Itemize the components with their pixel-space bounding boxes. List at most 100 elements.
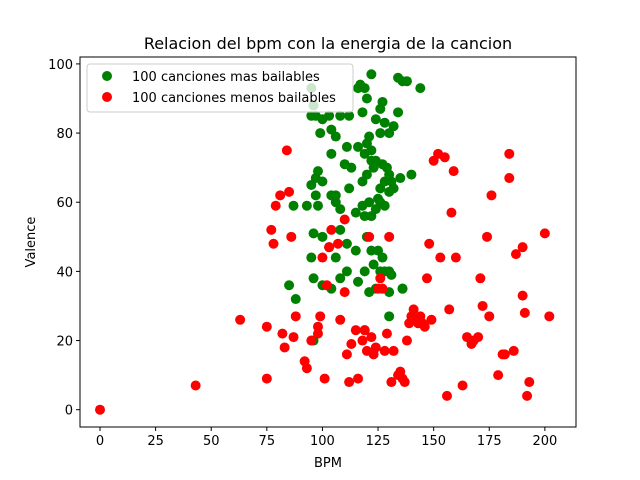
points-layer <box>95 69 555 415</box>
data-point-series-1 <box>401 76 412 87</box>
data-point-series-1 <box>377 96 388 107</box>
data-point-series-1 <box>344 110 355 121</box>
data-point-series-2 <box>284 186 295 197</box>
data-point-series-1 <box>341 238 352 249</box>
data-point-series-2 <box>517 290 528 301</box>
y-axis-label: Valence <box>24 217 39 268</box>
data-point-series-1 <box>384 186 395 197</box>
data-point-series-1 <box>290 294 301 305</box>
data-point-series-2 <box>508 345 519 356</box>
data-point-series-2 <box>477 300 488 311</box>
y-axis: 0 20 40 60 80 100 <box>48 58 80 419</box>
data-point-series-2 <box>399 377 410 388</box>
data-point-series-1 <box>312 200 323 211</box>
data-point-series-2 <box>312 321 323 332</box>
data-point-series-1 <box>359 83 370 94</box>
data-point-series-2 <box>190 380 201 391</box>
data-point-series-1 <box>393 107 404 118</box>
data-point-series-2 <box>499 349 510 360</box>
data-point-series-1 <box>324 110 335 121</box>
data-point-series-2 <box>435 252 446 263</box>
data-point-series-1 <box>341 141 352 152</box>
data-point-series-1 <box>346 162 357 173</box>
data-point-series-2 <box>375 273 386 284</box>
x-tick-label: 25 <box>147 434 164 449</box>
x-axis: 0 25 50 75 100 125 150 175 200 <box>96 427 557 449</box>
data-point-series-2 <box>357 335 368 346</box>
y-tick-label: 20 <box>56 335 73 350</box>
data-point-series-2 <box>339 287 350 298</box>
data-point-series-2 <box>504 173 515 184</box>
data-point-series-1 <box>406 169 417 180</box>
data-point-series-2 <box>517 242 528 253</box>
data-point-series-2 <box>335 314 346 325</box>
data-point-series-2 <box>457 380 468 391</box>
legend-marker-menos-bailables <box>102 92 112 102</box>
data-point-series-2 <box>324 242 335 253</box>
legend-label-menos-bailables: 100 canciones menos bailables <box>132 91 336 106</box>
legend: 100 canciones mas bailables 100 cancione… <box>86 63 354 113</box>
chart-title: Relacion del bpm con la energia de la ca… <box>144 34 512 53</box>
data-point-series-2 <box>364 231 375 242</box>
data-point-series-1 <box>368 259 379 270</box>
data-point-series-2 <box>317 252 328 263</box>
data-point-series-2 <box>450 252 461 263</box>
data-point-series-2 <box>379 345 390 356</box>
data-point-series-1 <box>361 93 372 104</box>
legend-label-bailables: 100 canciones mas bailables <box>132 70 320 85</box>
data-point-series-2 <box>326 224 337 235</box>
y-tick-label: 60 <box>56 196 73 211</box>
data-point-series-2 <box>421 273 432 284</box>
x-tick-label: 75 <box>259 434 276 449</box>
x-tick-label: 150 <box>421 434 446 449</box>
data-point-series-2 <box>266 224 277 235</box>
data-point-series-2 <box>519 307 530 318</box>
data-point-series-2 <box>277 328 288 339</box>
data-point-series-2 <box>301 363 312 374</box>
y-tick-label: 80 <box>56 127 73 142</box>
data-point-series-1 <box>284 280 295 291</box>
data-point-series-1 <box>335 204 346 215</box>
data-point-series-2 <box>370 342 381 353</box>
data-point-series-2 <box>444 304 455 315</box>
data-point-series-2 <box>333 238 344 249</box>
data-point-series-2 <box>235 314 246 325</box>
data-point-series-1 <box>288 200 299 211</box>
data-point-series-2 <box>448 166 459 177</box>
data-point-series-2 <box>446 207 457 218</box>
data-point-series-2 <box>261 321 272 332</box>
data-point-series-1 <box>306 179 317 190</box>
data-point-series-2 <box>350 325 361 336</box>
data-point-series-1 <box>386 176 397 187</box>
data-point-series-1 <box>301 200 312 211</box>
data-point-series-1 <box>341 266 352 277</box>
data-point-series-2 <box>290 311 301 322</box>
data-point-series-2 <box>408 304 419 315</box>
data-point-series-2 <box>270 200 281 211</box>
data-point-series-1 <box>317 176 328 187</box>
data-point-series-1 <box>335 224 346 235</box>
data-point-series-2 <box>279 342 290 353</box>
data-point-series-1 <box>335 273 346 284</box>
data-point-series-1 <box>359 211 370 222</box>
data-point-series-1 <box>335 110 346 121</box>
data-point-series-2 <box>475 273 486 284</box>
data-point-series-1 <box>375 266 386 277</box>
data-point-series-2 <box>346 339 357 350</box>
data-point-series-2 <box>401 335 412 346</box>
data-point-series-2 <box>359 325 370 336</box>
data-point-series-2 <box>381 328 392 339</box>
data-point-series-2 <box>95 404 106 415</box>
data-point-series-2 <box>384 231 395 242</box>
data-point-series-1 <box>366 145 377 156</box>
y-tick-label: 0 <box>65 404 73 419</box>
data-point-series-1 <box>357 107 368 118</box>
data-point-series-2 <box>419 321 430 332</box>
data-point-series-1 <box>388 121 399 132</box>
data-point-series-1 <box>306 110 317 121</box>
data-point-series-2 <box>504 148 515 159</box>
data-point-series-1 <box>361 169 372 180</box>
data-point-series-2 <box>522 390 533 401</box>
data-point-series-2 <box>386 377 397 388</box>
data-point-series-1 <box>377 252 388 263</box>
